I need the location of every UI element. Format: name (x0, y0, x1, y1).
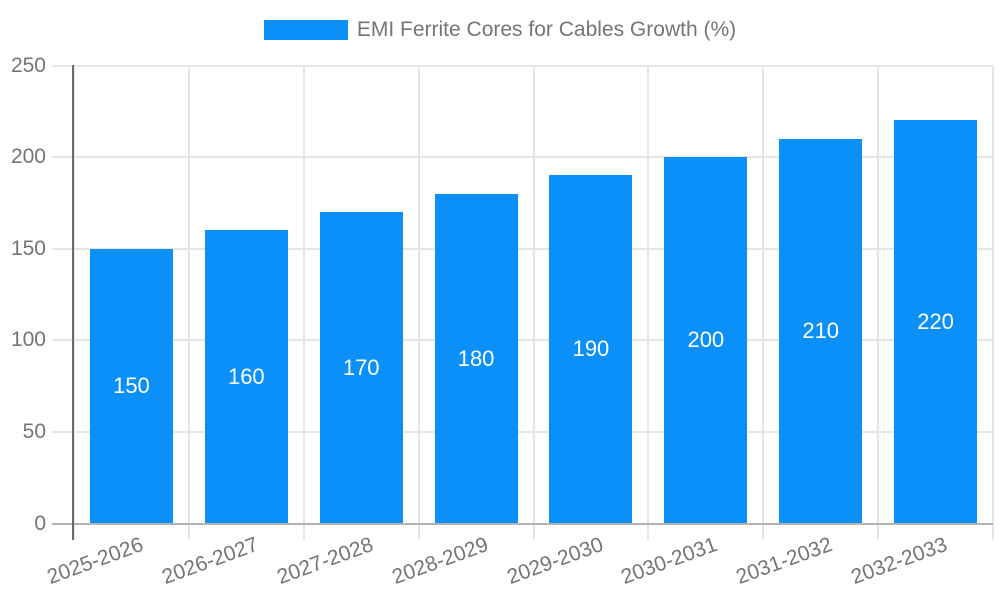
bar[interactable]: 200 (664, 157, 748, 524)
category-boundary-gridline (532, 65, 535, 540)
bar[interactable]: 150 (89, 248, 173, 524)
bar-value-label: 210 (802, 318, 840, 344)
bar[interactable]: 160 (204, 230, 288, 524)
chart-legend[interactable]: EMI Ferrite Cores for Cables Growth (%) (0, 16, 1000, 44)
category-boundary-gridline (762, 65, 765, 540)
bar-value-label: 200 (687, 327, 725, 353)
bar-value-label: 190 (572, 336, 610, 362)
bar[interactable]: 180 (434, 193, 518, 524)
y-gridline (52, 64, 993, 67)
y-tick-label: 250 (10, 53, 46, 77)
bar-value-label: 180 (457, 345, 495, 371)
y-axis-line (72, 65, 74, 540)
category-boundary-gridline (417, 65, 420, 540)
y-tick-label: 50 (22, 419, 46, 443)
bar-value-label: 160 (227, 363, 265, 389)
y-gridline (52, 430, 993, 433)
bar[interactable]: 170 (319, 212, 403, 524)
x-tick-label: 2026-2027 (158, 533, 262, 589)
bar-value-label: 220 (917, 308, 954, 334)
x-tick-label: 2030-2031 (618, 533, 721, 589)
y-gridline (52, 339, 993, 342)
category-boundary-gridline (877, 65, 880, 540)
x-tick-label: 2029-2030 (503, 533, 606, 589)
category-boundary-gridline (647, 65, 650, 540)
y-tick-label: 0 (34, 511, 46, 535)
x-tick-label: 2031-2032 (733, 533, 836, 589)
y-tick-label: 200 (10, 145, 46, 169)
y-gridline (52, 156, 993, 159)
bar[interactable]: 190 (549, 175, 633, 524)
x-tick-label: 2028-2029 (388, 533, 491, 589)
y-gridline (52, 247, 993, 250)
bar[interactable]: 210 (779, 138, 863, 524)
category-boundary-gridline (187, 65, 190, 540)
bar[interactable]: 220 (894, 120, 978, 524)
x-tick-label: 2032-2033 (848, 533, 951, 589)
category-boundary-gridline (73, 65, 75, 540)
x-tick-label: 2027-2028 (273, 533, 377, 589)
legend-swatch-icon (263, 20, 348, 40)
legend-label: EMI Ferrite Cores for Cables Growth (%) (356, 18, 737, 41)
x-tick-label: 2025-2026 (44, 533, 147, 589)
x-axis-baseline (52, 522, 993, 525)
y-tick-label: 100 (10, 328, 46, 352)
category-boundary-gridline (302, 65, 305, 540)
category-boundary-gridline (992, 65, 994, 540)
bar-value-label: 150 (113, 373, 150, 399)
y-tick-label: 150 (10, 236, 46, 260)
bar-value-label: 170 (342, 354, 380, 380)
